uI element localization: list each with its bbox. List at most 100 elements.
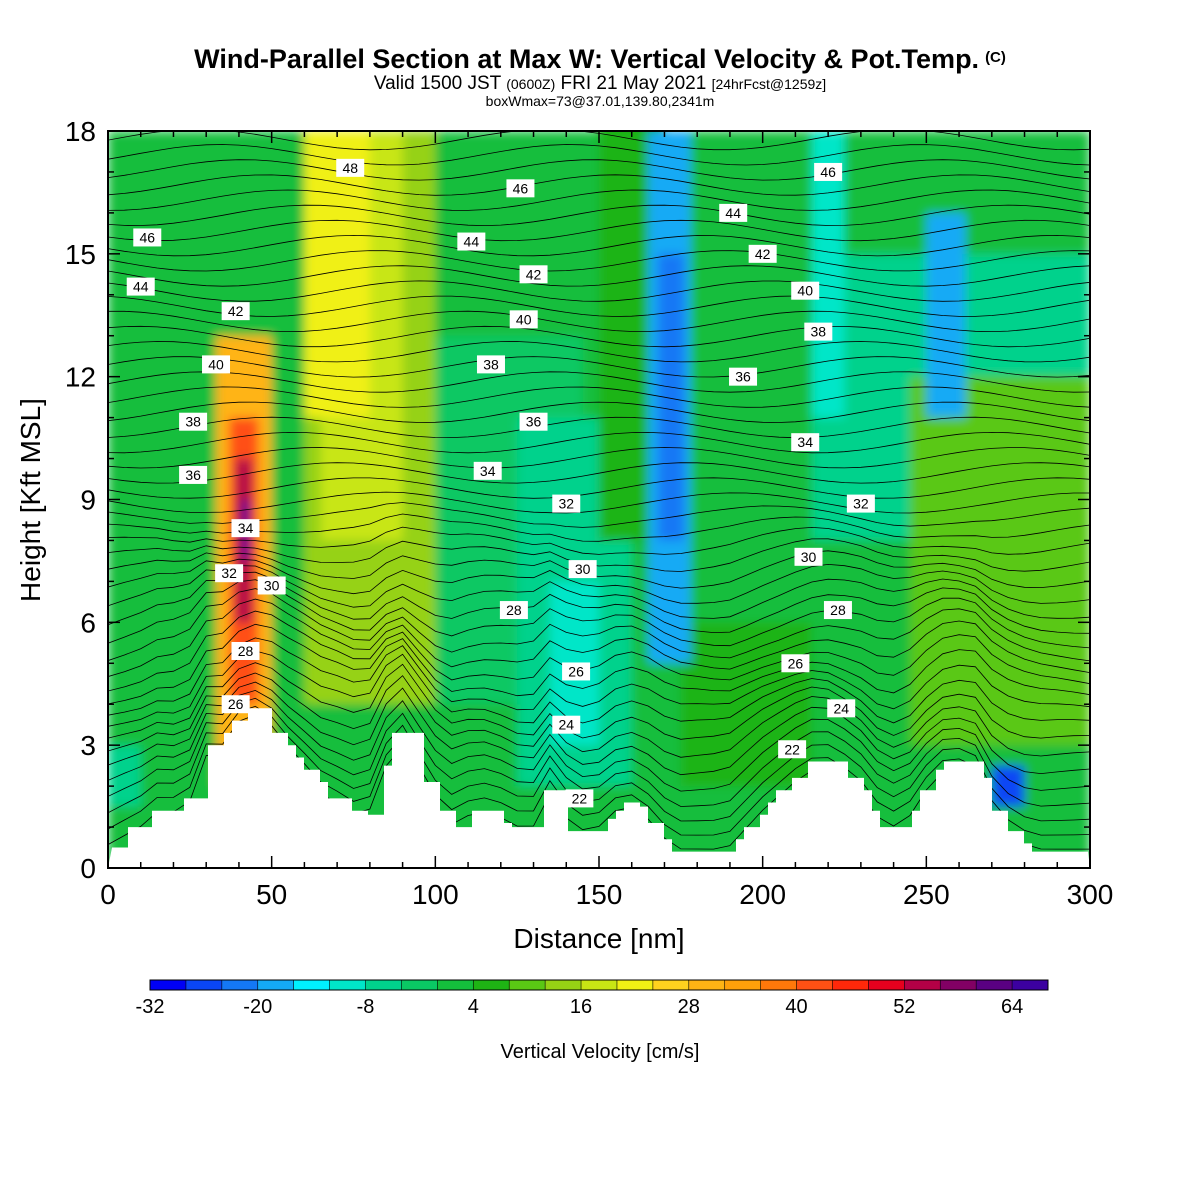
isentrope-line: [108, 189, 1090, 211]
contour-label-text: 30: [801, 549, 817, 565]
contour-label-box: [791, 433, 820, 452]
contour-label: 32: [846, 494, 875, 513]
contour-label: 28: [499, 601, 528, 620]
isentrope-line: [108, 681, 1090, 776]
colorbar-swatch: [221, 980, 259, 990]
contour-label-text: 44: [133, 279, 149, 295]
contour-label: 44: [126, 277, 155, 296]
x-tick-label: 0: [100, 879, 116, 910]
contour-label-box: [791, 281, 820, 300]
colorbar-swatch: [616, 980, 654, 990]
contour-label-box: [473, 461, 502, 480]
isentrope-line: [108, 637, 1090, 716]
colorbar: -32 -20 -8 4 16 28 40 52 64: [136, 979, 1049, 1018]
chart-title-text: Wind-Parallel Section at Max W: Vertical…: [194, 44, 980, 74]
isentrope-line: [108, 265, 1090, 287]
isentrope-line: [108, 204, 1090, 227]
contour-label: 42: [519, 265, 548, 284]
contour-label-box: [336, 158, 365, 177]
contour-label: 30: [568, 560, 597, 579]
contour-label-box: [778, 740, 807, 759]
contour-label-text: 38: [483, 356, 499, 372]
colorbar-tick-label: 40: [785, 996, 807, 1018]
colorbar-tick-label: -20: [243, 996, 272, 1018]
contour-label: 44: [457, 232, 486, 251]
contour-label: 34: [473, 461, 502, 480]
isentrope-line: [108, 598, 1090, 677]
contour-label-text: 28: [506, 602, 522, 618]
contour-label-box: [562, 662, 591, 681]
contour-label-text: 32: [221, 565, 237, 581]
contour-label-box: [231, 519, 260, 538]
isentrope-line: [108, 558, 1090, 604]
contour-label-text: 34: [238, 520, 254, 536]
contour-label-box: [804, 322, 833, 341]
contour-label: 22: [565, 789, 594, 808]
isentrope-line: [108, 447, 1090, 469]
x-axis: 0 50 100 150 200 250 300: [100, 879, 1113, 910]
contour-label-text: 26: [788, 655, 804, 671]
colorbar-swatch: [832, 980, 869, 990]
colorbar-swatch: [365, 980, 402, 990]
contour-label-box: [476, 355, 505, 374]
contour-label-text: 42: [228, 303, 244, 319]
y-tick-label: 12: [65, 362, 96, 393]
forecast-info: [24hrFcst@1259z]: [711, 76, 827, 92]
colorbar-swatch: [329, 980, 367, 990]
contour-label-text: 42: [526, 266, 542, 282]
colorbar-swatch: [581, 980, 618, 990]
contour-label-text: 46: [513, 180, 529, 196]
contour-label: 38: [476, 355, 505, 374]
contour-label: 42: [221, 302, 250, 321]
x-axis-title: Distance [nm]: [513, 923, 684, 954]
isentrope-line: [108, 565, 1090, 619]
contour-label-text: 46: [139, 229, 155, 245]
valid-date: FRI 21 May 2021: [560, 73, 707, 94]
contour-label-box: [179, 465, 208, 484]
colorbar-tick-label: 52: [893, 996, 915, 1018]
colorbar-swatch: [796, 980, 833, 990]
contour-label-box: [506, 179, 535, 198]
contour-label-text: 44: [725, 205, 741, 221]
colorbar-swatch: [437, 980, 474, 990]
isentrope-line: [108, 513, 1090, 542]
contour-label: 46: [814, 162, 843, 181]
contour-label: 24: [827, 699, 856, 718]
contour-label: 46: [133, 228, 162, 247]
colorbar-swatch: [760, 980, 798, 990]
contour-label-text: 22: [784, 741, 800, 757]
contour-label-text: 22: [572, 790, 588, 806]
colorbar-swatch: [150, 980, 187, 990]
contour-label-text: 40: [797, 283, 813, 299]
contour-label: 44: [719, 203, 748, 222]
contour-label-text: 38: [185, 414, 201, 430]
colorbar-tick-label: 4: [468, 996, 479, 1018]
contour-label-box: [221, 695, 250, 714]
x-tick-label: 250: [903, 879, 950, 910]
box-max-line: boxWmax=73@37.01,139.80,2341m: [485, 93, 715, 109]
contour-label-text: 26: [568, 663, 584, 679]
contour-label-box: [179, 412, 208, 431]
contour-label-text: 36: [185, 467, 201, 483]
colorbar-swatch: [545, 980, 582, 990]
colorbar-tick-label: 28: [678, 996, 700, 1018]
contour-label-box: [509, 310, 538, 329]
valid-time-line: Valid 1500 JST (0600Z) FRI 21 May 2021 […: [0, 73, 1200, 95]
contour-label-text: 36: [526, 414, 542, 430]
contour-label: 40: [509, 310, 538, 329]
isentrope-line: [108, 697, 1090, 807]
colorbar-swatch: [724, 980, 762, 990]
colorbar-swatch: [473, 980, 510, 990]
contour-label-box: [519, 412, 548, 431]
isentrope-line: [108, 431, 1090, 454]
contour-label-text: 32: [558, 496, 574, 512]
contour-label-text: 44: [464, 234, 480, 250]
contour-label-box: [846, 494, 875, 513]
valid-prefix: Valid 1500 JST: [373, 73, 501, 94]
contour-label-text: 28: [830, 602, 846, 618]
contour-label-text: 34: [480, 463, 496, 479]
contour-label-box: [133, 228, 162, 247]
contour-label-box: [257, 576, 286, 595]
contour-label-box: [215, 564, 244, 583]
colorbar-swatch: [976, 980, 1013, 990]
